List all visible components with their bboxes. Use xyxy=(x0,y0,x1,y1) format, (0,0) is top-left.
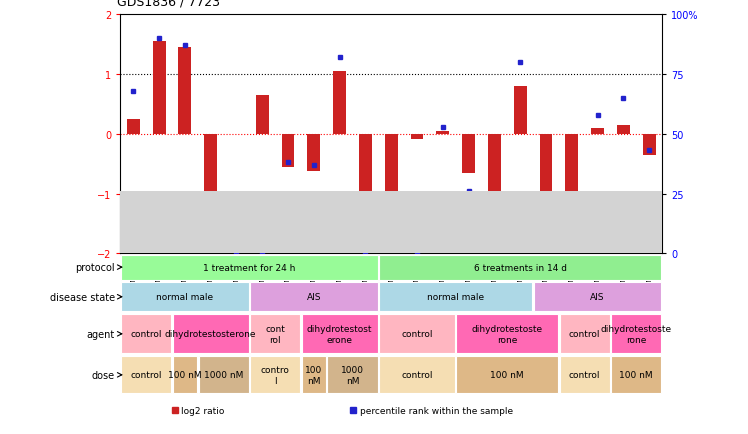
Text: dihydrotestoste
rone: dihydrotestoste rone xyxy=(601,324,672,344)
Bar xyxy=(411,135,423,139)
Bar xyxy=(256,95,269,135)
Bar xyxy=(121,315,171,353)
Text: percentile rank within the sample: percentile rank within the sample xyxy=(360,406,513,415)
Bar xyxy=(379,315,455,353)
Bar xyxy=(250,315,300,353)
Bar xyxy=(534,283,661,312)
Bar xyxy=(611,357,661,393)
Bar xyxy=(456,315,558,353)
Bar xyxy=(127,119,140,135)
Bar xyxy=(179,48,191,135)
Text: 100
nM: 100 nM xyxy=(305,365,322,385)
Text: 100 nM: 100 nM xyxy=(168,371,202,379)
Bar xyxy=(384,135,398,239)
Bar xyxy=(301,357,326,393)
Text: control: control xyxy=(401,371,433,379)
Bar xyxy=(643,135,655,155)
Text: protocol: protocol xyxy=(76,263,115,273)
Bar xyxy=(121,357,171,393)
Text: control: control xyxy=(130,329,162,339)
Text: dihydrotestoste
rone: dihydrotestoste rone xyxy=(472,324,543,344)
Text: 1000 nM: 1000 nM xyxy=(204,371,243,379)
Text: log2 ratio: log2 ratio xyxy=(181,406,224,415)
Text: 1 treatment for 24 h: 1 treatment for 24 h xyxy=(203,263,295,272)
Bar xyxy=(514,87,527,135)
Bar xyxy=(328,357,378,393)
Bar xyxy=(121,283,248,312)
Bar xyxy=(198,357,248,393)
Bar xyxy=(488,135,501,197)
Text: normal male: normal male xyxy=(427,293,484,302)
Text: dihydrotestost
erone: dihydrotestost erone xyxy=(307,324,373,344)
Bar xyxy=(617,125,630,135)
Text: GDS1836 / 7723: GDS1836 / 7723 xyxy=(117,0,220,8)
Bar xyxy=(301,315,378,353)
Bar xyxy=(250,357,300,393)
Bar xyxy=(281,135,295,167)
Text: agent: agent xyxy=(87,329,115,339)
Bar xyxy=(379,255,661,280)
Text: control: control xyxy=(401,329,433,339)
Bar xyxy=(456,357,558,393)
Text: 100 nM: 100 nM xyxy=(619,371,653,379)
Text: control: control xyxy=(130,371,162,379)
Bar xyxy=(359,135,372,197)
Text: dose: dose xyxy=(92,370,115,380)
Bar xyxy=(462,135,475,173)
Bar xyxy=(173,315,248,353)
Text: control: control xyxy=(569,329,601,339)
Bar xyxy=(173,357,197,393)
Bar xyxy=(333,72,346,135)
Bar xyxy=(307,135,320,171)
Bar xyxy=(565,135,578,197)
Text: contro
l: contro l xyxy=(261,365,289,385)
Bar xyxy=(250,283,378,312)
Bar xyxy=(153,42,165,135)
Text: 6 treatments in 14 d: 6 treatments in 14 d xyxy=(473,263,567,272)
Text: AIS: AIS xyxy=(590,293,605,302)
Text: control: control xyxy=(569,371,601,379)
Text: disease state: disease state xyxy=(50,292,115,302)
Bar xyxy=(379,283,533,312)
Bar xyxy=(204,135,217,203)
Bar xyxy=(379,357,455,393)
Text: AIS: AIS xyxy=(307,293,321,302)
Bar xyxy=(591,128,604,135)
Text: 1000
nM: 1000 nM xyxy=(341,365,364,385)
Text: normal male: normal male xyxy=(156,293,213,302)
Bar xyxy=(121,255,378,280)
Bar xyxy=(560,357,610,393)
Bar xyxy=(560,315,610,353)
Text: 100 nM: 100 nM xyxy=(491,371,524,379)
Text: dihydrotestosterone: dihydrotestosterone xyxy=(165,329,257,339)
Text: cont
rol: cont rol xyxy=(266,324,285,344)
Bar xyxy=(436,132,450,135)
Bar xyxy=(539,135,553,227)
Bar xyxy=(611,315,661,353)
